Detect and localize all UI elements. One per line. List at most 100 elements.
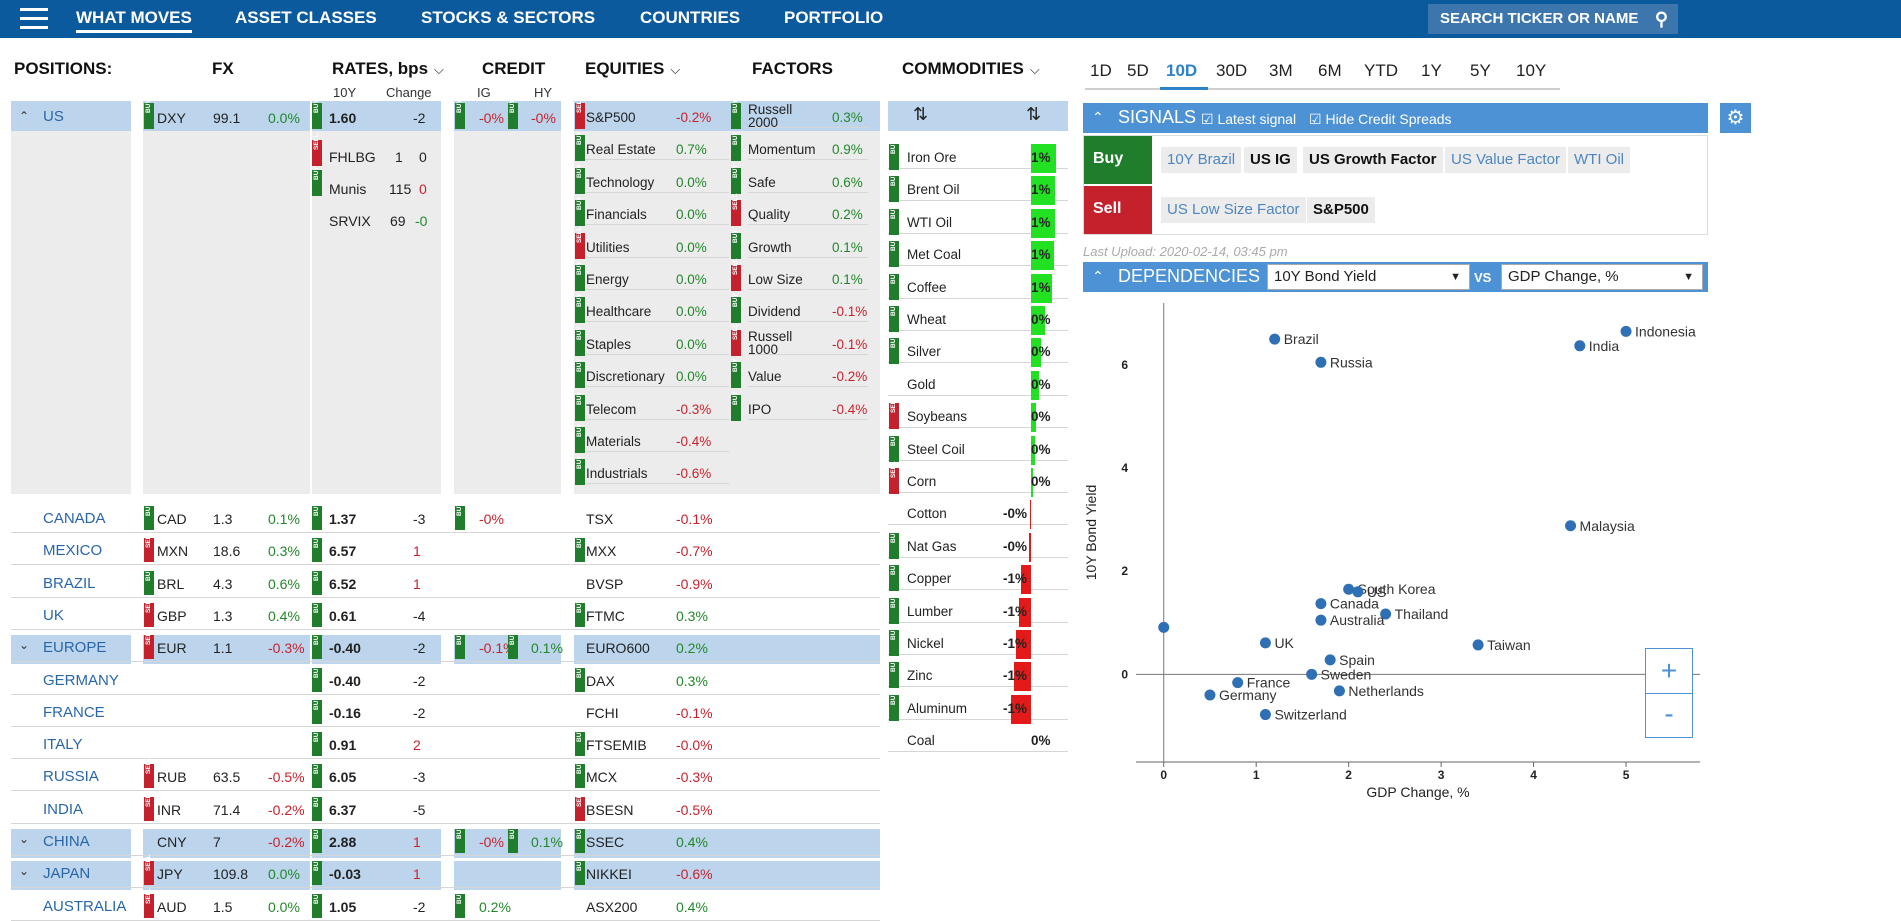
country-china[interactable]: CHINA [43, 833, 90, 850]
country-uk[interactable]: UK [43, 606, 64, 624]
signal-pill[interactable]: S&P500 [1307, 197, 1375, 223]
commodity-name[interactable]: Coal [907, 733, 935, 749]
fx-ticker[interactable]: CNY [157, 834, 187, 850]
factor-name[interactable]: Value [748, 369, 782, 385]
timeframe-10y[interactable]: 10Y [1516, 61, 1547, 80]
commodity-name[interactable]: Corn [907, 474, 937, 489]
search-icon[interactable]: ⚲ [1654, 9, 1668, 29]
fx-ticker[interactable]: INR [157, 801, 182, 818]
chevron-down-icon[interactable]: ⌄ [19, 864, 30, 879]
rate-name[interactable]: FHLBG [329, 149, 376, 165]
equity-name[interactable]: Financials [586, 207, 647, 223]
equity-name[interactable]: Energy [586, 272, 629, 287]
commodity-name[interactable]: Iron Ore [907, 150, 957, 165]
nav-portfolio[interactable]: PORTFOLIO [784, 8, 884, 27]
rate-name[interactable]: SRVIX [329, 213, 371, 229]
timeframe-5y[interactable]: 5Y [1470, 61, 1491, 80]
country-russia[interactable]: RUSSIA [43, 768, 99, 786]
chevron-down-icon[interactable]: ⌄ [19, 832, 30, 846]
commodity-name[interactable]: Steel Coil [907, 441, 965, 457]
commodity-name[interactable]: Soybeans [907, 409, 968, 425]
timeframe-10d[interactable]: 10D [1166, 61, 1198, 80]
commodity-name[interactable]: Silver [907, 344, 941, 360]
equity-index[interactable]: MCX [586, 769, 618, 786]
country-australia[interactable]: AUSTRALIA [43, 897, 127, 915]
fx-ticker[interactable]: DXY [157, 110, 186, 126]
commodity-name[interactable]: Brent Oil [907, 182, 960, 198]
fx-ticker[interactable]: BRL [157, 575, 185, 592]
signal-pill[interactable]: WTI Oil [1568, 147, 1630, 173]
equity-name[interactable]: Technology [586, 174, 655, 190]
equity-index[interactable]: SSEC [586, 834, 625, 850]
equity-name[interactable]: Discretionary [586, 369, 665, 385]
country-europe[interactable]: EUROPE [43, 639, 107, 657]
equity-index[interactable]: TSX [586, 511, 614, 527]
fx-ticker[interactable]: GBP [157, 607, 187, 624]
zoom-in-button[interactable]: + [1646, 649, 1692, 694]
country-italy[interactable]: ITALY [43, 736, 83, 754]
equity-index[interactable]: EURO600 [586, 640, 650, 657]
fx-ticker[interactable]: JPY [157, 866, 183, 883]
signal-pill[interactable]: US Value Factor [1445, 147, 1566, 173]
factor-name[interactable]: Low Size [748, 272, 803, 287]
timeframe-30d[interactable]: 30D [1216, 61, 1248, 80]
commodity-name[interactable]: Met Coal [907, 247, 962, 263]
gear-icon[interactable]: ⚙ [1720, 103, 1751, 133]
factor-name[interactable]: Growth [748, 239, 792, 255]
factor-name[interactable]: Momentum [748, 142, 816, 158]
timeframe-1d[interactable]: 1D [1090, 61, 1112, 80]
fx-ticker[interactable]: RUB [157, 769, 187, 786]
sort-icon[interactable]: ⇅ [913, 104, 929, 124]
timeframe-ytd[interactable]: YTD [1364, 61, 1398, 80]
x-axis-select[interactable]: GDP Change, % ▼ [1501, 264, 1703, 290]
commodity-name[interactable]: Gold [907, 376, 936, 392]
factor-name[interactable]: Russell 2000 [748, 102, 793, 130]
country-brazil[interactable]: BRAZIL [43, 574, 96, 592]
equity-name[interactable]: S&P500 [586, 110, 636, 125]
commodity-name[interactable]: Nat Gas [907, 538, 957, 554]
factor-name[interactable]: Dividend [748, 304, 801, 320]
equity-index[interactable]: NIKKEI [586, 866, 632, 883]
equity-name[interactable]: Utilities [586, 239, 630, 255]
search-input[interactable]: SEARCH TICKER OR NAME ⚲ [1428, 4, 1678, 34]
factor-name[interactable]: Quality [748, 207, 791, 223]
equity-index[interactable]: FTMC [586, 607, 625, 624]
equities-header[interactable]: EQUITIES ⌵ [585, 59, 680, 79]
equity-name[interactable]: Industrials [586, 466, 648, 482]
country-japan[interactable]: JAPAN [43, 865, 91, 883]
commodity-name[interactable]: Cotton [907, 506, 947, 522]
country-us[interactable]: US [43, 108, 64, 125]
chevron-down-icon[interactable]: ⌵ [1029, 62, 1040, 77]
rates-header[interactable]: RATES, bps ⌵ [332, 59, 444, 79]
fx-ticker[interactable]: CAD [157, 511, 187, 527]
chevron-up-icon[interactable]: ⌃ [1092, 109, 1104, 125]
latest-signal-checkbox[interactable]: ☑ Latest signal [1201, 111, 1297, 127]
timeframe-6m[interactable]: 6M [1318, 61, 1342, 80]
nav-what-moves[interactable]: WHAT MOVES [76, 8, 192, 33]
commodity-name[interactable]: WTI Oil [907, 214, 952, 230]
signal-pill[interactable]: US Low Size Factor [1161, 197, 1306, 223]
hide-credit-checkbox[interactable]: ☑ Hide Credit Spreads [1309, 111, 1452, 127]
sort-icon[interactable]: ⇅ [1026, 104, 1042, 124]
country-canada[interactable]: CANADA [43, 510, 106, 527]
equity-name[interactable]: Staples [586, 336, 632, 352]
chevron-down-icon[interactable]: ⌵ [670, 62, 681, 77]
nav-asset-classes[interactable]: ASSET CLASSES [235, 8, 377, 27]
equity-name[interactable]: Real Estate [586, 142, 656, 158]
equity-index[interactable]: MXX [586, 543, 617, 560]
equity-name[interactable]: Healthcare [586, 304, 652, 320]
equity-index[interactable]: DAX [586, 672, 615, 689]
equity-name[interactable]: Telecom [586, 401, 637, 417]
commodity-name[interactable]: Coffee [907, 279, 947, 295]
country-mexico[interactable]: MEXICO [43, 542, 103, 560]
equity-index[interactable]: ASX200 [586, 898, 638, 915]
chevron-down-icon[interactable]: ⌵ [434, 62, 444, 77]
factor-name[interactable]: IPO [748, 401, 772, 417]
country-india[interactable]: INDIA [43, 800, 84, 818]
chevron-up-icon[interactable]: ⌃ [19, 109, 30, 123]
timeframe-3m[interactable]: 3M [1269, 61, 1293, 80]
nav-countries[interactable]: COUNTRIES [640, 8, 741, 27]
factor-name[interactable]: Safe [748, 174, 776, 190]
factor-name[interactable]: Russell 1000 [748, 328, 793, 357]
equity-index[interactable]: BSESN [586, 801, 634, 818]
